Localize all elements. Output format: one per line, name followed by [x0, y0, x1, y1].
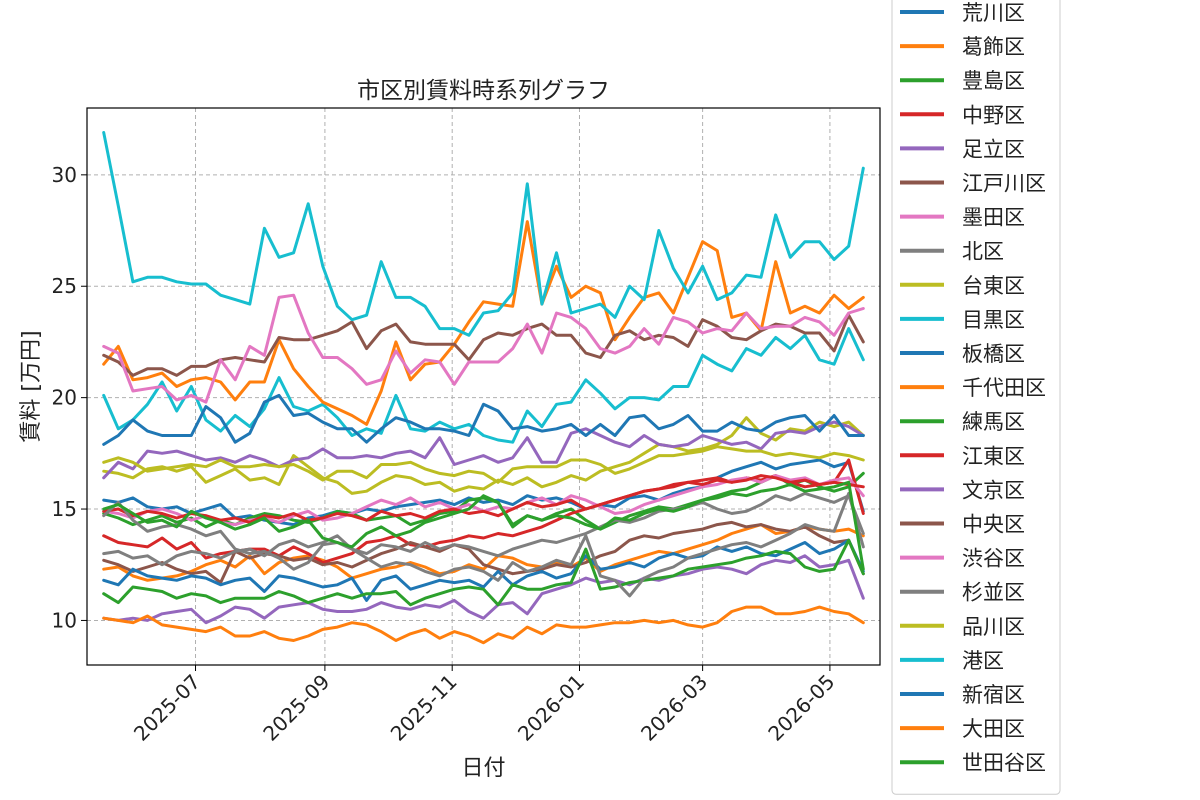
series-line-1 [102, 458, 865, 527]
y-tick-label: 15 [52, 497, 77, 521]
legend-entry: 足立区 [962, 137, 1025, 161]
plot-area [87, 108, 880, 665]
series-line-17 [102, 293, 865, 404]
legend-entry: 世田谷区 [962, 751, 1046, 775]
legend-entry: 北区 [962, 240, 1004, 264]
series-line-13 [102, 538, 865, 607]
x-tick-label: 2025-09 [258, 670, 334, 746]
series-line-19 [102, 445, 865, 484]
y-tick-label: 25 [52, 274, 77, 298]
y-tick-label: 30 [52, 163, 77, 187]
legend-entry: 墨田区 [962, 206, 1025, 230]
series-line-5 [102, 554, 865, 625]
series-line-12 [102, 220, 865, 426]
legend-entry: 中央区 [962, 513, 1025, 537]
legend-entry: 大田区 [962, 717, 1025, 741]
series-line-11 [102, 538, 865, 602]
legend-entry: 台東区 [962, 274, 1025, 298]
series-line-16 [102, 313, 865, 377]
series-line-8 [102, 491, 865, 567]
series-line-20 [102, 131, 865, 337]
series-line-10 [102, 327, 865, 444]
legend-box [891, 0, 1061, 795]
x-tick-label: 2026-03 [636, 670, 712, 746]
y-axis: 10 15 20 25 30 [52, 163, 87, 632]
legend-entry: 品川区 [962, 615, 1025, 639]
plot-frame [86, 107, 881, 666]
legend-entry: 新宿区 [962, 683, 1025, 707]
legend-entry: 江戸川区 [962, 172, 1046, 196]
series-line-9 [102, 416, 865, 495]
series-line-15 [102, 420, 865, 480]
legend-entry: 板橋区 [962, 342, 1025, 366]
x-tick-label: 2026-05 [763, 670, 839, 746]
y-tick-label: 20 [52, 386, 77, 410]
x-axis-label: 日付 [461, 756, 505, 781]
legend-entry: 千代田区 [962, 376, 1046, 400]
x-tick-label: 2026-01 [513, 670, 589, 746]
series-line-14 [102, 474, 865, 524]
y-tick-label: 10 [52, 608, 77, 632]
chart-title: 市区別賃料時系列グラフ [357, 78, 610, 104]
legend-entry: 荒川区 [962, 1, 1025, 25]
series-line-22 [102, 605, 865, 645]
legend-entry: 豊島区 [962, 69, 1025, 93]
x-axis: 2025-07 2025-09 2025-11 2026-01 2026-03 2026-… [129, 665, 839, 746]
series-line-6 [102, 520, 865, 585]
series-layer [102, 131, 865, 645]
series-line-18 [102, 491, 865, 598]
series-line-23 [102, 480, 865, 571]
legend-entry: 葛飾区 [962, 35, 1025, 59]
legend-entry: 文京区 [962, 478, 1025, 502]
legend-entry: 港区 [962, 649, 1004, 673]
legend-entry: 中野区 [962, 103, 1025, 127]
legend-entry: 目黒区 [962, 308, 1025, 332]
legend-entry: 江東区 [962, 444, 1025, 468]
legend: 荒川区葛飾区豊島区中野区足立区江戸川区墨田区北区台東区目黒区板橋区千代田区練馬区… [891, 0, 1061, 795]
legend-entry: 渋谷区 [962, 547, 1025, 571]
x-tick-label: 2025-11 [386, 670, 462, 746]
series-line-21 [102, 393, 865, 446]
x-tick-label: 2025-07 [129, 670, 205, 746]
legend-entry: 練馬区 [962, 410, 1025, 434]
y-axis-label: 賃料 [万円] [19, 330, 44, 442]
legend-entry: 杉並区 [962, 581, 1025, 605]
